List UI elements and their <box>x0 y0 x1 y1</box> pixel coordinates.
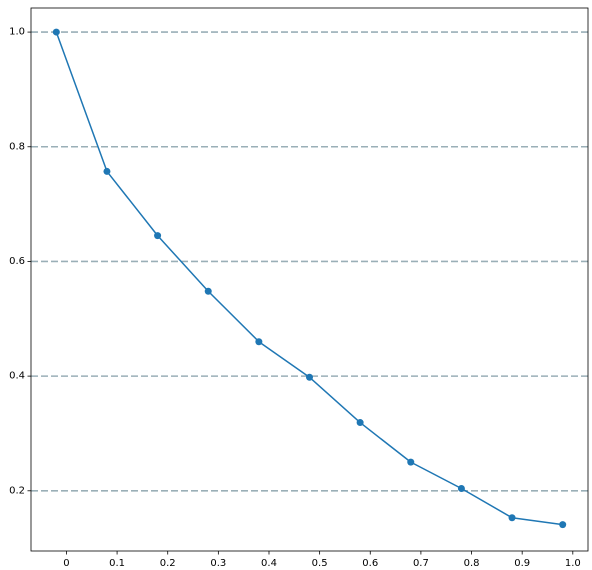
grid-lines <box>31 31 588 492</box>
x-tick-label: 0.4 <box>261 558 277 569</box>
data-point <box>52 28 60 36</box>
data-point <box>154 232 162 240</box>
x-tick-label: 0.3 <box>210 558 226 569</box>
data-point <box>356 419 364 427</box>
y-tick-label: 0.6 <box>9 256 25 267</box>
x-tick-label: 0.7 <box>413 558 429 569</box>
data-point <box>508 514 516 522</box>
y-tick-label: 0.4 <box>9 371 25 382</box>
data-point <box>204 287 212 295</box>
x-tick-label: 0.6 <box>362 558 378 569</box>
y-tick-label: 0.8 <box>9 141 25 152</box>
y-axis: 0.2 0.4 0.6 0.8 1.0 <box>9 27 31 496</box>
series-line <box>55 31 563 526</box>
x-tick-label: 0 <box>63 558 69 569</box>
x-tick-label: 0.8 <box>464 558 480 569</box>
data-point <box>103 167 111 175</box>
x-tick-label: 0.5 <box>312 558 328 569</box>
plot-frame <box>30 7 589 552</box>
x-tick-label: 1.0 <box>565 558 581 569</box>
y-tick-label: 0.2 <box>9 485 25 496</box>
data-point <box>255 338 263 346</box>
x-tick-label: 0.2 <box>160 558 176 569</box>
x-tick-label: 0.9 <box>514 558 530 569</box>
series-layer <box>52 28 567 529</box>
data-point <box>306 373 313 381</box>
data-point <box>407 458 415 466</box>
data-point <box>457 485 465 493</box>
x-axis: 0 0.1 0.2 0.3 0.4 0.5 0.6 0.7 0.8 0.9 1.0 <box>63 551 581 569</box>
y-tick-label: 1.0 <box>9 27 25 38</box>
x-tick-label: 0.1 <box>109 558 125 569</box>
data-point <box>559 521 567 529</box>
